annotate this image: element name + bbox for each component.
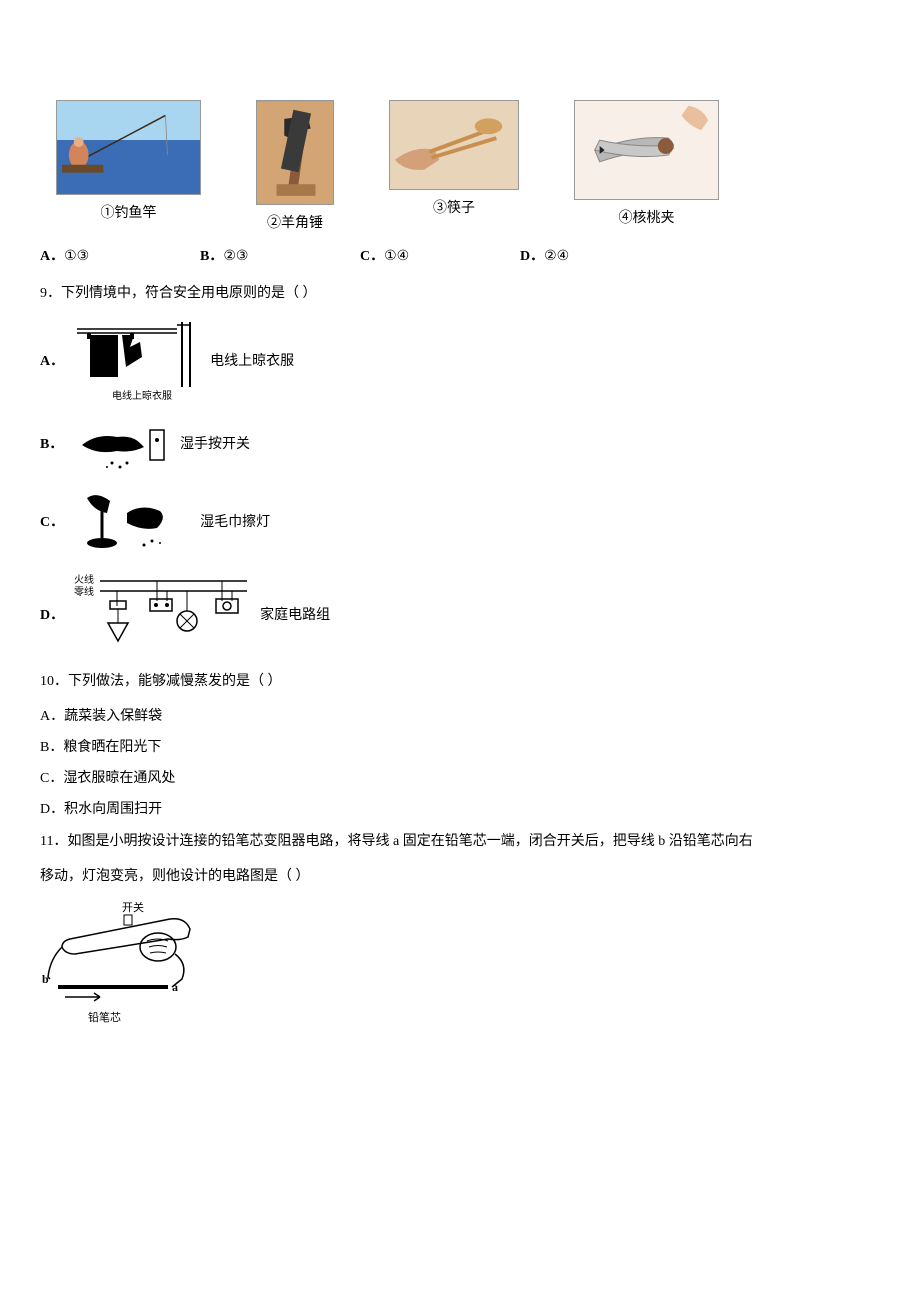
q10-option-c: C．湿衣服晾在通风处 — [40, 766, 880, 791]
q11-stem-line1: 11．如图是小明按设计连接的铅笔芯变阻器电路，将导线 a 固定在铅笔芯一端，闭合… — [40, 829, 880, 854]
q10-option-a: A．蔬菜装入保鲜袋 — [40, 704, 880, 729]
q8-option-d: D．②④ — [520, 244, 680, 269]
q8-image-row: ①钓鱼竿 ②羊角锤 ③筷子 — [40, 100, 880, 236]
q9-b-text: 湿手按开关 — [180, 432, 250, 457]
q8-item-nutcracker: ④核桃夹 — [574, 100, 719, 236]
q9-d-text: 家庭电路组 — [260, 603, 330, 628]
q8-label-1: ①钓鱼竿 — [101, 201, 157, 226]
q9-stem: 9．下列情境中，符合安全用电原则的是（ ） — [40, 281, 880, 306]
svg-text:零线: 零线 — [74, 585, 94, 598]
q9-c-text: 湿毛巾擦灯 — [200, 510, 270, 535]
q8-option-a: A．①③ — [40, 244, 200, 269]
q9-option-a: A． 电线上晾衣服 电线上晾衣服 — [40, 317, 880, 407]
q9-option-b: B． 湿手按开关 — [40, 415, 880, 475]
clothes-on-wire-sketch: 电线上晾衣服 — [72, 317, 202, 407]
chopsticks-image — [389, 100, 519, 190]
q10-stem: 10．下列做法，能够减慢蒸发的是（ ） — [40, 669, 880, 694]
q9-option-c: C． 湿毛巾擦灯 — [40, 483, 880, 563]
claw-hammer-image — [256, 100, 334, 205]
q9-a-prefix: A． — [40, 349, 64, 374]
q9-d-prefix: D． — [40, 603, 64, 628]
svg-text:火线: 火线 — [74, 573, 94, 586]
pencil-rheostat-circuit-sketch: 开关 b a 铅笔芯 — [40, 899, 220, 1029]
q8-item-chopsticks: ③筷子 — [389, 100, 519, 236]
svg-text:铅笔芯: 铅笔芯 — [88, 1010, 121, 1024]
wet-hand-switch-sketch — [72, 415, 172, 475]
svg-text:b: b — [42, 972, 49, 986]
q8-options: A．①③ B．②③ C．①④ D．②④ — [40, 244, 880, 269]
q8-item-hammer: ②羊角锤 — [256, 100, 334, 236]
q9-a-text: 电线上晾衣服 — [210, 349, 294, 374]
q8-option-c: C．①④ — [360, 244, 520, 269]
svg-text:电线上晾衣服: 电线上晾衣服 — [112, 389, 172, 402]
q11-stem-line2: 移动，灯泡变亮，则他设计的电路图是（ ） — [40, 864, 880, 889]
q9-option-d: D． 火线 零线 家庭电路组 — [40, 571, 880, 661]
wet-towel-lamp-sketch — [72, 483, 192, 563]
q9-b-prefix: B． — [40, 432, 64, 457]
fishing-rod-image — [56, 100, 201, 195]
q9-c-prefix: C． — [40, 510, 64, 535]
svg-text:a: a — [172, 980, 178, 994]
q8-option-b: B．②③ — [200, 244, 360, 269]
q8-label-3: ③筷子 — [433, 196, 475, 221]
svg-text:开关: 开关 — [122, 900, 144, 914]
q8-label-2: ②羊角锤 — [267, 211, 323, 236]
q10-option-b: B．粮食晒在阳光下 — [40, 735, 880, 760]
nutcracker-image — [574, 100, 719, 200]
q8-item-fishing: ①钓鱼竿 — [56, 100, 201, 236]
home-circuit-sketch: 火线 零线 — [72, 571, 252, 661]
q8-label-4: ④核桃夹 — [619, 206, 675, 231]
q10-option-d: D．积水向周围扫开 — [40, 797, 880, 822]
